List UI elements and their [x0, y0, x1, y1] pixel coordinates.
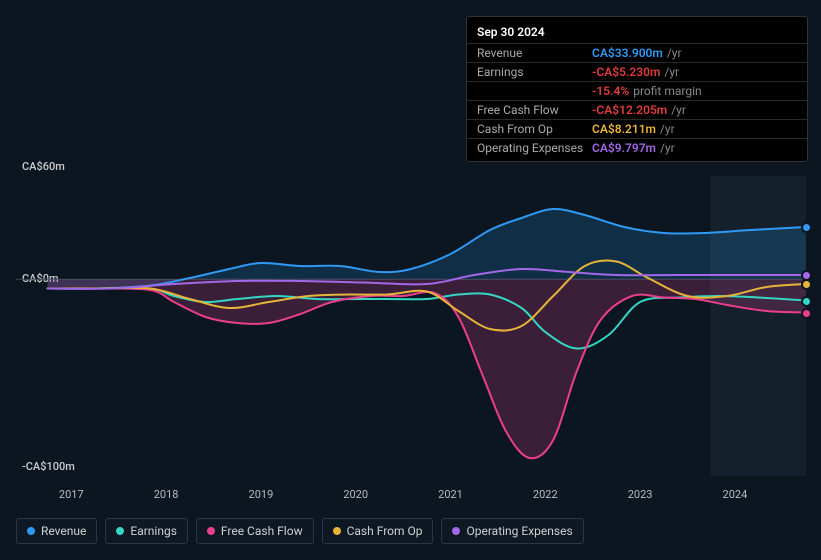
legend-item-label: Cash From Op [347, 524, 423, 538]
x-tick-label: 2022 [533, 488, 558, 501]
legend-item-revenue[interactable]: Revenue [16, 518, 97, 544]
tooltip-row-value: CA$8.211m/yr [592, 122, 675, 136]
legend-item-free-cash-flow[interactable]: Free Cash Flow [196, 518, 314, 544]
x-tick-label: 2019 [249, 488, 274, 501]
series-end-marker [801, 308, 812, 319]
y-tick-max: CA$60m [22, 160, 65, 173]
tooltip-row-unit: /yr [660, 122, 675, 136]
tooltip-row-value: -15.4%profit margin [592, 84, 702, 98]
legend-dot-icon [207, 527, 215, 535]
legend-item-earnings[interactable]: Earnings [105, 518, 188, 544]
x-tick-label: 2024 [723, 488, 748, 501]
tooltip-row-unit: /yr [671, 103, 686, 117]
tooltip-row-label: Earnings [477, 65, 592, 79]
tooltip-row: Free Cash Flow-CA$12.205m/yr [467, 100, 807, 119]
tooltip-row-unit: profit margin [633, 84, 701, 98]
tooltip-row-unit: /yr [660, 141, 675, 155]
legend-item-label: Free Cash Flow [221, 524, 303, 538]
legend-item-label: Revenue [41, 524, 86, 538]
legend-dot-icon [452, 527, 460, 535]
x-tick-label: 2020 [343, 488, 368, 501]
tooltip-row-value: -CA$12.205m/yr [592, 103, 686, 117]
legend-item-label: Operating Expenses [466, 524, 572, 538]
legend-dot-icon [333, 527, 341, 535]
tooltip-row-label: Cash From Op [477, 122, 592, 136]
legend: Revenue Earnings Free Cash Flow Cash From O… [16, 518, 584, 544]
series-end-marker [801, 222, 812, 233]
legend-item-cash-from-op[interactable]: Cash From Op [322, 518, 434, 544]
tooltip-row: Cash From OpCA$8.211m/yr [467, 119, 807, 138]
tooltip-row: -15.4%profit margin [467, 81, 807, 100]
series-end-marker [801, 296, 812, 307]
tooltip-row-label: Revenue [477, 46, 592, 60]
x-tick-label: 2017 [59, 488, 84, 501]
tooltip-row-label [477, 84, 592, 98]
tooltip-row: RevenueCA$33.900m/yr [467, 43, 807, 62]
tooltip-row-value: CA$33.900m/yr [592, 46, 682, 60]
tooltip-row: Earnings-CA$5.230m/yr [467, 62, 807, 81]
tooltip-row-unit: /yr [664, 65, 679, 79]
chart-tooltip: Sep 30 2024 RevenueCA$33.900m/yrEarnings… [466, 16, 808, 162]
tooltip-row-value: CA$9.797m/yr [592, 141, 675, 155]
legend-item-operating-expenses[interactable]: Operating Expenses [441, 518, 583, 544]
legend-dot-icon [116, 527, 124, 535]
x-tick-label: 2021 [438, 488, 463, 501]
series-end-marker [801, 279, 812, 290]
tooltip-row-unit: /yr [667, 46, 682, 60]
tooltip-title: Sep 30 2024 [467, 21, 807, 43]
tooltip-row-value: -CA$5.230m/yr [592, 65, 679, 79]
legend-item-label: Earnings [130, 524, 177, 538]
x-tick-label: 2018 [154, 488, 179, 501]
legend-dot-icon [27, 527, 35, 535]
tooltip-row-label: Operating Expenses [477, 141, 592, 155]
tooltip-row: Operating ExpensesCA$9.797m/yr [467, 138, 807, 157]
x-tick-label: 2023 [628, 488, 653, 501]
tooltip-row-label: Free Cash Flow [477, 103, 592, 117]
financials-chart [16, 176, 806, 476]
